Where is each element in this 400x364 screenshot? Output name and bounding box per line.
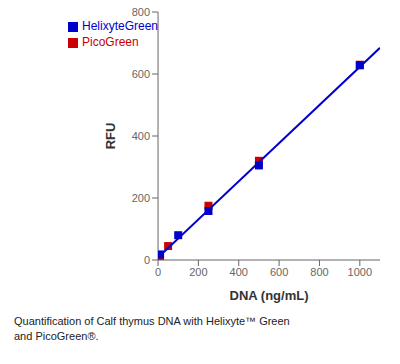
svg-text:DNA (ng/mL): DNA (ng/mL) — [230, 288, 309, 303]
svg-text:RFU: RFU — [103, 123, 118, 150]
svg-text:200: 200 — [189, 266, 207, 278]
svg-text:800: 800 — [310, 266, 328, 278]
html-text:and PicoGreen®.: and PicoGreen®. — [14, 330, 99, 342]
svg-text:200: 200 — [132, 192, 150, 204]
svg-text:600: 600 — [270, 266, 288, 278]
svg-text:800: 800 — [132, 6, 150, 18]
html-text:Quantification of Calf thymus: Quantification of Calf thymus DNA with H… — [14, 315, 290, 327]
html-text:HelixyteGreen: HelixyteGreen — [82, 19, 158, 33]
svg-text:400: 400 — [132, 130, 150, 142]
svg-text:600: 600 — [132, 68, 150, 80]
svg-text:0: 0 — [155, 266, 161, 278]
html-text:PicoGreen: PicoGreen — [82, 35, 139, 49]
svg-text:0: 0 — [144, 254, 150, 266]
svg-text:400: 400 — [230, 266, 248, 278]
svg-text:1000: 1000 — [348, 266, 372, 278]
